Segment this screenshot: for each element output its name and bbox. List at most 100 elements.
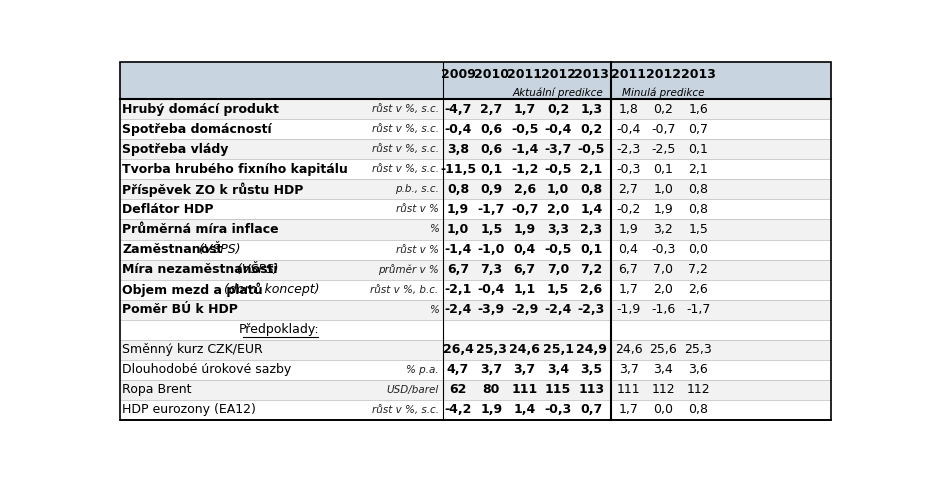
- Text: 112: 112: [652, 383, 675, 396]
- Bar: [120, 100, 830, 120]
- Text: Hrubý domácí produkt: Hrubý domácí produkt: [123, 103, 279, 116]
- Text: p.b., s.c.: p.b., s.c.: [394, 184, 439, 194]
- Text: průměr v %: průměr v %: [378, 264, 439, 275]
- Text: (VŠPS): (VŠPS): [195, 243, 241, 256]
- Text: 3,7: 3,7: [513, 363, 536, 376]
- Text: Míra nezaměstnanosti: Míra nezaměstnanosti: [123, 263, 278, 276]
- Text: -0,2: -0,2: [617, 203, 641, 216]
- Bar: [120, 220, 830, 240]
- Text: -0,3: -0,3: [617, 163, 641, 176]
- Text: 2,7: 2,7: [618, 183, 639, 196]
- Bar: [120, 360, 830, 380]
- Text: 2011: 2011: [507, 68, 542, 81]
- Text: 1,9: 1,9: [654, 203, 673, 216]
- Text: 1,0: 1,0: [547, 183, 569, 196]
- Text: -0,4: -0,4: [445, 123, 472, 136]
- Text: 2013: 2013: [574, 68, 609, 81]
- Text: -0,5: -0,5: [511, 123, 538, 136]
- Text: 25,3: 25,3: [684, 343, 712, 356]
- Text: (VŠPS): (VŠPS): [232, 263, 278, 276]
- Text: 115: 115: [545, 383, 571, 396]
- Text: 2,7: 2,7: [480, 103, 502, 116]
- Text: 6,7: 6,7: [513, 263, 536, 276]
- Text: 1,9: 1,9: [447, 203, 469, 216]
- Text: Tvorba hrubého fixního kapitálu: Tvorba hrubého fixního kapitálu: [123, 163, 348, 176]
- Text: 1,7: 1,7: [513, 103, 536, 116]
- Text: Zaměstnanost: Zaměstnanost: [123, 243, 223, 256]
- Bar: [120, 280, 830, 300]
- Text: 1,4: 1,4: [580, 203, 603, 216]
- Text: 2,0: 2,0: [654, 283, 673, 296]
- Text: -0,5: -0,5: [544, 243, 572, 256]
- Text: 2012: 2012: [540, 68, 576, 81]
- Text: 1,7: 1,7: [618, 403, 639, 416]
- Text: -1,4: -1,4: [511, 143, 538, 156]
- Bar: [120, 120, 830, 140]
- Text: 2,3: 2,3: [580, 223, 603, 236]
- Text: Průměrná míra inflace: Průměrná míra inflace: [123, 223, 279, 236]
- Text: 25,3: 25,3: [476, 343, 507, 356]
- Text: Poměr BÚ k HDP: Poměr BÚ k HDP: [123, 303, 238, 316]
- Text: Objem mezd a platů: Objem mezd a platů: [123, 282, 263, 297]
- Text: -4,7: -4,7: [445, 103, 472, 116]
- Text: 0,2: 0,2: [580, 123, 603, 136]
- Text: 1,5: 1,5: [480, 223, 502, 236]
- Bar: [120, 320, 830, 340]
- Text: 2,6: 2,6: [688, 283, 708, 296]
- Text: -3,9: -3,9: [478, 303, 505, 316]
- Text: 0,1: 0,1: [688, 143, 709, 156]
- Text: -2,4: -2,4: [544, 303, 572, 316]
- Text: 3,7: 3,7: [480, 363, 502, 376]
- Text: 0,8: 0,8: [688, 403, 709, 416]
- Text: 2013: 2013: [681, 68, 716, 81]
- Text: 2,1: 2,1: [580, 163, 603, 176]
- Text: 26,4: 26,4: [443, 343, 473, 356]
- Bar: [120, 340, 830, 360]
- Text: -0,7: -0,7: [511, 203, 538, 216]
- Text: 112: 112: [686, 383, 711, 396]
- Text: % p.a.: % p.a.: [406, 365, 439, 375]
- Text: Směnný kurz CZK/EUR: Směnný kurz CZK/EUR: [123, 343, 263, 356]
- Text: 0,9: 0,9: [480, 183, 502, 196]
- Text: růst v %, s.c.: růst v %, s.c.: [372, 144, 439, 154]
- Text: 0,1: 0,1: [654, 163, 673, 176]
- Text: HDP eurozony (EA12): HDP eurozony (EA12): [123, 403, 257, 416]
- Text: 25,6: 25,6: [649, 343, 677, 356]
- Text: 3,4: 3,4: [654, 363, 673, 376]
- Text: 1,3: 1,3: [580, 103, 603, 116]
- Bar: [120, 140, 830, 160]
- Text: 1,0: 1,0: [654, 183, 673, 196]
- Text: Předpoklady:: Předpoklady:: [239, 323, 319, 336]
- Text: -0,4: -0,4: [617, 123, 641, 136]
- Text: 1,9: 1,9: [480, 403, 502, 416]
- Bar: [120, 200, 830, 220]
- Text: 7,0: 7,0: [654, 263, 673, 276]
- Text: -1,4: -1,4: [445, 243, 472, 256]
- Text: 2010: 2010: [474, 68, 509, 81]
- Text: -1,7: -1,7: [478, 203, 505, 216]
- Text: 0,8: 0,8: [688, 203, 709, 216]
- Text: Minulá predikce: Minulá predikce: [622, 87, 705, 98]
- Text: 3,6: 3,6: [688, 363, 708, 376]
- Text: 2011: 2011: [611, 68, 646, 81]
- Text: 3,4: 3,4: [547, 363, 569, 376]
- Text: 7,3: 7,3: [480, 263, 502, 276]
- Bar: [120, 160, 830, 180]
- Text: -3,7: -3,7: [544, 143, 572, 156]
- Text: 0,8: 0,8: [688, 183, 709, 196]
- Text: -0,4: -0,4: [544, 123, 572, 136]
- Text: 3,2: 3,2: [654, 223, 673, 236]
- Text: 0,2: 0,2: [654, 103, 673, 116]
- Text: 3,8: 3,8: [447, 143, 469, 156]
- Text: 0,8: 0,8: [447, 183, 469, 196]
- Text: 1,9: 1,9: [618, 223, 638, 236]
- Text: %: %: [429, 305, 439, 315]
- Text: -2,1: -2,1: [445, 283, 472, 296]
- Text: USD/barel: USD/barel: [386, 385, 439, 395]
- Text: -2,3: -2,3: [578, 303, 604, 316]
- Text: 0,1: 0,1: [480, 163, 502, 176]
- Text: 3,3: 3,3: [547, 223, 569, 236]
- Text: 2,6: 2,6: [513, 183, 536, 196]
- Text: růst v %, b.c.: růst v %, b.c.: [370, 285, 439, 295]
- Text: 3,7: 3,7: [618, 363, 639, 376]
